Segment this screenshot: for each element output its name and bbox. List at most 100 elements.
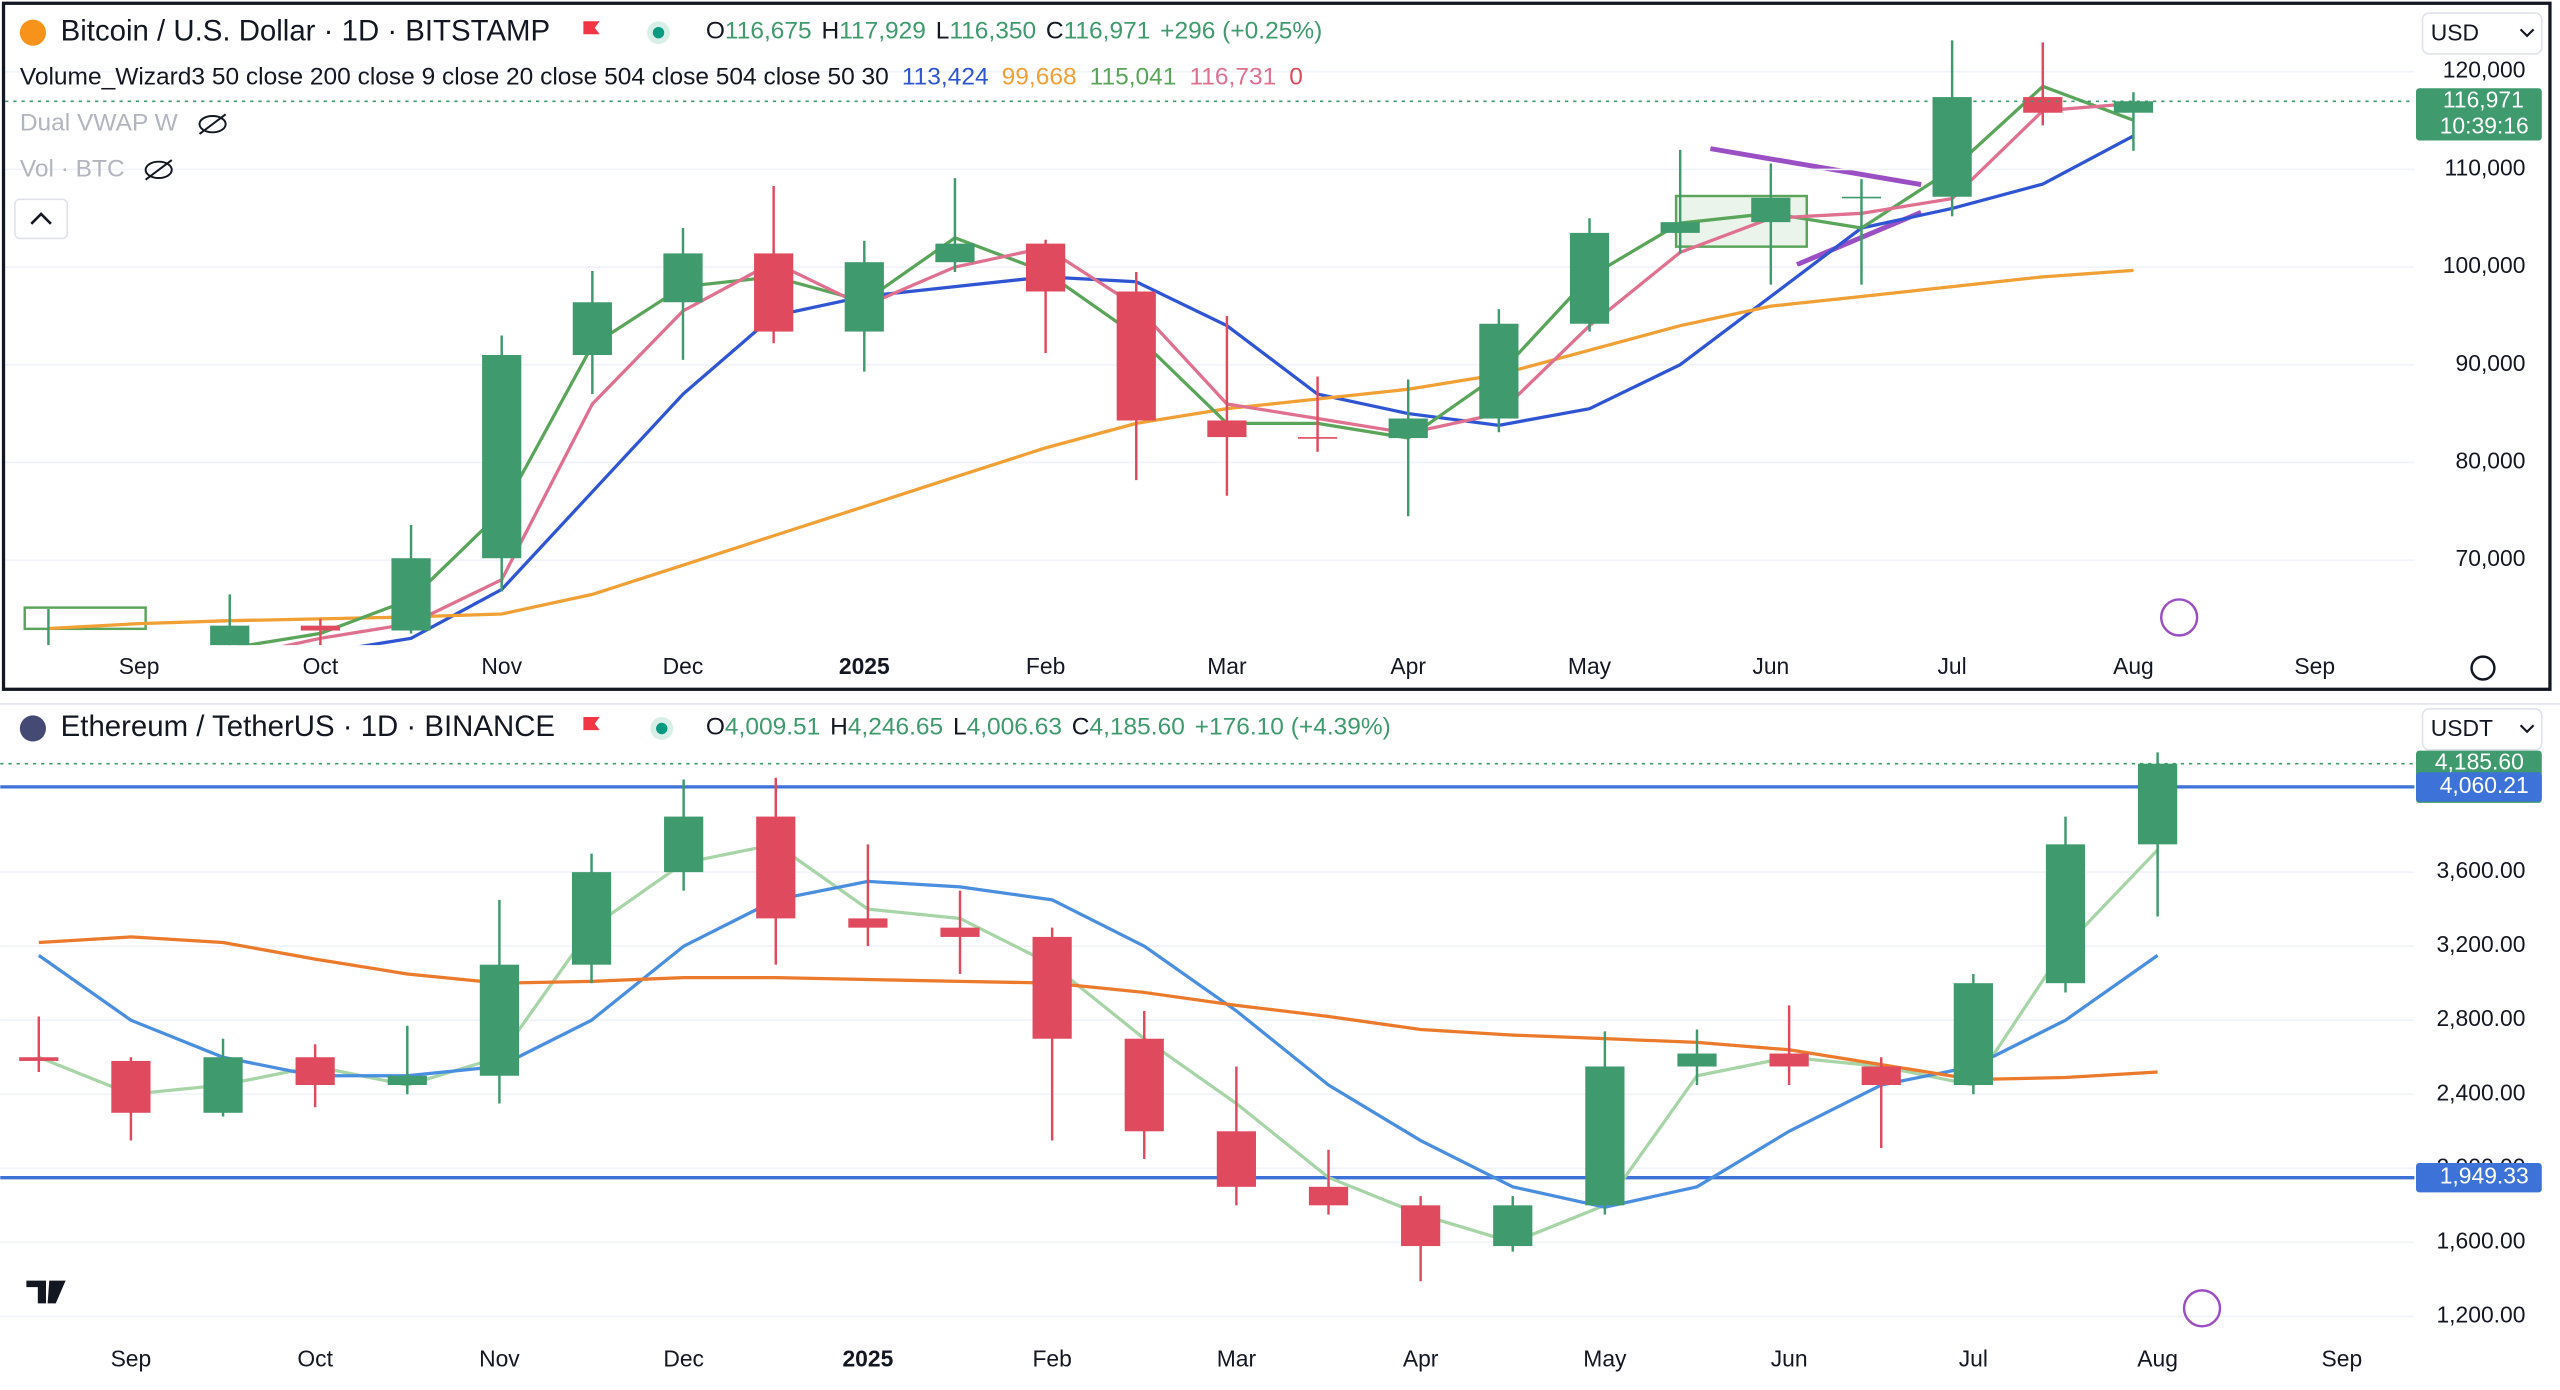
hidden-eye-slash	[198, 113, 227, 135]
indicator-value: 116,731	[1189, 64, 1276, 91]
x-tick-label: Sep	[2322, 1346, 2363, 1372]
candle-body	[295, 1057, 335, 1086]
ohlc-value: 4,185.60	[1090, 714, 1185, 741]
assistant-icon[interactable]	[2159, 598, 2199, 637]
flag-icon[interactable]	[583, 717, 600, 731]
candle-body	[1216, 1131, 1256, 1187]
x-tick-label: Oct	[297, 1346, 333, 1372]
x-tick-label: Feb	[1026, 653, 1065, 679]
candle-body	[844, 262, 884, 332]
currency-selector[interactable]	[2421, 708, 2543, 751]
x-tick-label: Jun	[1752, 653, 1789, 679]
x-tick-label: May	[1583, 1346, 1627, 1372]
trend-line	[1709, 146, 1922, 187]
x-tick-label: Nov	[479, 1346, 520, 1372]
candle-body	[1769, 1053, 1809, 1067]
currency-selector[interactable]	[2421, 12, 2543, 55]
y-tick-label: 1,200.00	[2436, 1301, 2525, 1327]
candle-body	[571, 872, 612, 965]
last-price-label: 116,971	[2443, 86, 2524, 112]
candle-body	[2023, 97, 2063, 113]
y-tick-label: 2,800.00	[2436, 1005, 2525, 1031]
x-tick-label: Sep	[2294, 653, 2335, 679]
ohlc-value: 4,006.63	[967, 714, 1062, 741]
candle-body	[1124, 1038, 1164, 1132]
hidden-eye-icon[interactable]	[198, 114, 227, 134]
candle-body	[756, 816, 796, 919]
candle-body	[1841, 196, 1882, 199]
y-tick-label: 3,200.00	[2436, 931, 2525, 957]
change-value: +296 (+0.25%)	[1160, 18, 1322, 45]
y-tick-label: 70,000	[2456, 545, 2526, 571]
collapse-button[interactable]	[14, 198, 69, 240]
candle-body	[203, 1057, 243, 1113]
horizontal-line-box	[2416, 1162, 2542, 1193]
x-tick-label: May	[1568, 653, 1612, 679]
candle-body	[1660, 222, 1700, 233]
indicator-value: 0	[1289, 64, 1303, 91]
ohlc-value: 116,350	[949, 18, 1036, 45]
assistant-icon[interactable]	[2182, 1289, 2222, 1328]
x-tick-label: Nov	[481, 653, 522, 679]
x-tick-label: Dec	[663, 653, 704, 679]
candle-body	[1026, 243, 1066, 292]
moving-average-line	[37, 879, 2159, 1209]
horizontal-line-box	[2416, 772, 2542, 802]
ohlc-key: H	[821, 18, 839, 45]
x-tick-label: Sep	[111, 1346, 152, 1372]
settings-icon[interactable]	[2470, 655, 2496, 681]
hidden-indicator: Dual VWAP W	[20, 110, 179, 137]
ohlc-key: C	[1072, 714, 1090, 741]
candle-body	[1569, 232, 1610, 324]
flag-icon[interactable]	[583, 21, 600, 35]
candle-body	[1401, 1205, 1441, 1247]
currency-label: USD	[2431, 19, 2479, 45]
last-price-label: 4,185.60	[2435, 749, 2524, 775]
candle-body	[1297, 437, 1338, 439]
y-tick-label: 1,600.00	[2436, 1227, 2525, 1253]
x-tick-label: Dec	[663, 1346, 704, 1372]
moving-average-line	[358, 134, 2135, 646]
candle-body	[387, 1075, 427, 1086]
indicator-value: 113,424	[902, 64, 989, 91]
dropdown-icon	[2519, 724, 2535, 734]
ohlc-value: 117,929	[839, 18, 926, 45]
charts: 70,000 80,000 90,000 100,000 110,000 120,000 S…	[0, 12, 2543, 1372]
ohlc-key: L	[936, 18, 950, 45]
candle-body	[663, 253, 703, 303]
candle-body	[1932, 97, 1972, 197]
candle-body	[1493, 1205, 1533, 1247]
currency-label: USDT	[2431, 715, 2493, 741]
collapse-icon	[30, 212, 52, 225]
ohlc-key: O	[706, 18, 725, 45]
candle-body	[19, 1057, 59, 1061]
indicator-name: Volume_Wizard3 50 close 200 close 9 clos…	[20, 64, 889, 91]
candle-body	[479, 964, 520, 1076]
y-tick-label: 80,000	[2456, 448, 2526, 474]
horizontal-line-label: 4,060.21	[2440, 772, 2529, 798]
ohlc-value: 116,675	[725, 18, 812, 45]
candle-body	[1308, 1186, 1349, 1206]
btc-icon	[19, 19, 46, 46]
hidden-eye-icon[interactable]	[144, 160, 173, 180]
y-tick-label: 2,400.00	[2436, 1079, 2525, 1105]
y-tick-label: 110,000	[2445, 154, 2526, 180]
x-tick-label: Aug	[2113, 653, 2154, 679]
ohlc-key: O	[706, 714, 725, 741]
x-tick-label: Mar	[1217, 1346, 1257, 1372]
logo	[26, 1280, 66, 1304]
ohlc-key: C	[1046, 18, 1064, 45]
countdown-label: 10:39:16	[2440, 112, 2529, 138]
candle-body	[1751, 197, 1791, 223]
x-tick-label: 2025	[839, 653, 890, 679]
symbol-title: Ethereum / TetherUS · 1D · BINANCE	[61, 710, 555, 743]
symbol-title: Bitcoin / U.S. Dollar · 1D · BITSTAMP	[61, 14, 550, 47]
candle-body	[572, 302, 612, 356]
active-pane-border	[1, 1, 2552, 691]
candle-body	[210, 625, 250, 646]
x-tick-label: Jun	[1771, 1346, 1808, 1372]
x-tick-label: Oct	[303, 653, 339, 679]
indicator-legend: Volume_Wizard3 50 close 200 close 9 clos…	[20, 64, 1303, 91]
